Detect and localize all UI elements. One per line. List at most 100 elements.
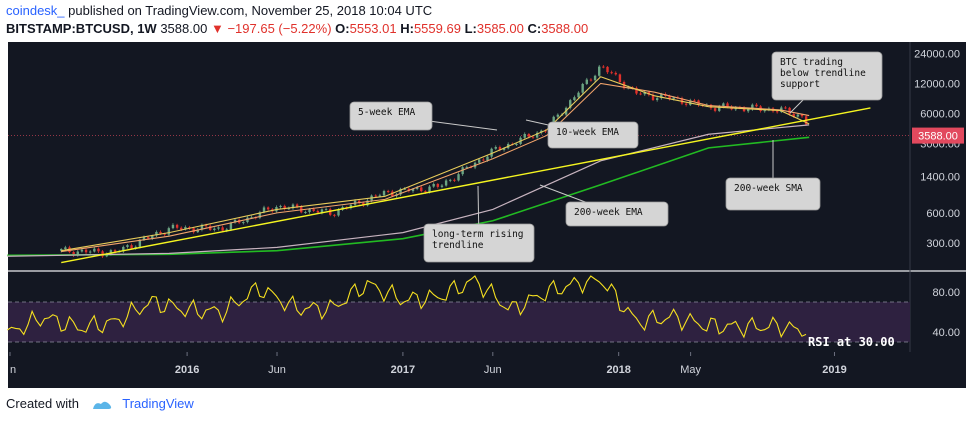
annotation-label: 200-week EMA [574,207,643,218]
candle [84,248,88,254]
candle [684,102,688,107]
candle [515,143,518,147]
rsi-tick-label: 40.00 [932,327,960,339]
candle [283,204,286,211]
time-tick-label: Jun [484,364,502,376]
ema10-line [61,82,810,253]
candle [349,203,353,210]
candle [635,86,638,96]
ema200-line [7,124,810,257]
candle [399,187,402,197]
candle [449,178,452,183]
candle [614,71,617,76]
tradingview-logo-icon [92,401,111,409]
candle [200,223,204,232]
candle [639,91,642,96]
candle [453,178,456,183]
price-tick-label: 1400.00 [920,171,960,183]
candle [126,244,129,249]
candle [72,251,75,258]
annotation-label: long-term rising [432,229,524,240]
candle [175,223,179,230]
candle [655,96,659,102]
time-tick-label: 2018 [606,364,630,376]
candle [593,74,597,82]
candle [93,246,96,253]
time-tick-label: 2016 [175,364,199,376]
close-value: 3588.00 [541,21,589,36]
header-line-1: coindesk_ published on TradingView.com, … [6,3,432,18]
annotation-ema5: 5-week EMA [349,101,498,131]
annotation-label: 5-week EMA [358,107,415,118]
candle [333,213,336,218]
candle [221,225,224,232]
candle [602,65,605,69]
candle [386,189,390,194]
candle [134,245,137,250]
open-label: O: [335,21,350,36]
candle [279,204,282,209]
rsi-tick-label: 80.00 [932,287,960,299]
time-tick-label: 2019 [822,364,846,376]
candle [97,247,100,254]
tradingview-link[interactable]: TradingView [122,396,194,411]
candle [494,145,497,150]
time-axis [8,352,966,388]
price-tick-label: 12000.00 [914,78,960,90]
annotation-label: below trendline [780,68,866,79]
candle [535,131,539,139]
high-label: H: [400,21,414,36]
candle [643,90,646,96]
price-change: −197.65 (−5.22%) [227,21,332,36]
candle [122,245,125,254]
low-label: L: [464,21,477,36]
candle [382,189,386,198]
close-label: C: [527,21,542,36]
candle [651,93,655,101]
candle [88,250,92,254]
time-tick-label: 2017 [391,364,415,376]
trendline [61,107,871,264]
candle [556,113,560,119]
last-price-tag [912,127,964,144]
candle [523,132,526,140]
candle [366,198,369,207]
candle [291,203,295,210]
candle [266,206,270,212]
rsi-band [8,302,910,342]
author-link[interactable]: coindesk_ [6,3,65,18]
annotation-ema10: 10-week EMA [525,119,639,149]
price-tick-label: 600.00 [926,208,960,220]
price-tick-label: 300.00 [926,238,960,250]
last-price: 3588.00 [160,21,208,36]
down-triangle-icon: ▼ [210,21,224,36]
candle [155,230,158,237]
candle [436,183,440,189]
annotation-label: 10-week EMA [556,127,619,138]
annotation-ema200: 200-week EMA [539,184,669,227]
annotation-sma200: 200-week SMA [725,140,821,211]
candle [461,166,464,176]
candle [420,185,423,193]
candle [482,157,485,162]
candle [444,178,448,187]
candle [440,184,444,189]
candle [432,182,435,188]
chart-canvas[interactable]: 24000.0012000.006000.003000.001400.00600… [0,40,975,388]
annotation-label: trendline [432,240,484,251]
candle [693,98,696,102]
candle [304,210,307,214]
candle [213,227,216,232]
rsi-annotation: RSI at 30.00 [808,335,895,349]
candle [585,77,589,86]
annotation-label: 200-week SMA [734,183,803,194]
footer: Created with TradingView [6,396,194,411]
price-tick-label: 6000.00 [920,108,960,120]
candle [415,185,419,191]
time-tick-label: n [10,364,16,376]
candle [329,207,332,217]
published-text: published on TradingView.com, November 2… [68,3,433,18]
candle [217,226,220,231]
candle [457,172,460,182]
